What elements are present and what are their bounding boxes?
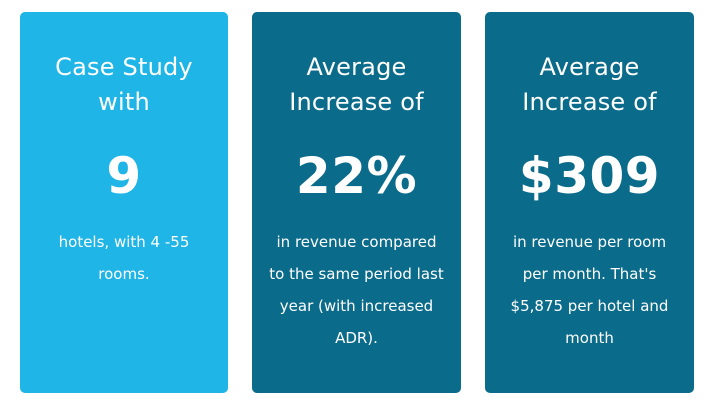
- description-line: $5,875 per hotel and: [510, 297, 669, 315]
- stat-card-revenue-per-room: Average Increase of $309 in revenue per …: [485, 12, 694, 393]
- description-line: to the same period last: [269, 265, 444, 283]
- description-line: hotels, with 4 -55: [58, 233, 190, 251]
- stat-card-value: 22%: [295, 147, 418, 205]
- description-line: year (with increased: [279, 297, 434, 315]
- stat-card-value: 9: [106, 147, 142, 205]
- stat-card-heading: Average Increase of: [485, 50, 694, 120]
- heading-line: Increase of: [522, 88, 657, 116]
- description-line: per month. That's: [522, 265, 657, 283]
- stat-card-description: in revenue compared to the same period l…: [252, 226, 461, 354]
- heading-line: Case Study: [55, 53, 193, 81]
- heading-line: Increase of: [289, 88, 424, 116]
- stat-card-heading: Average Increase of: [252, 50, 461, 120]
- stat-card-revenue-increase: Average Increase of 22% in revenue compa…: [252, 12, 461, 393]
- stat-card-heading: Case Study with: [20, 50, 228, 120]
- description-line: rooms.: [98, 265, 150, 283]
- description-line: in revenue compared: [276, 233, 437, 251]
- description-line: month: [565, 329, 614, 347]
- description-line: in revenue per room: [512, 233, 667, 251]
- stat-card-value: $309: [518, 147, 661, 205]
- heading-line: Average: [306, 53, 407, 81]
- description-line: ADR).: [335, 329, 378, 347]
- stat-card-case-study: Case Study with 9 hotels, with 4 -55 roo…: [20, 12, 228, 393]
- stat-card-description: hotels, with 4 -55 rooms.: [20, 226, 228, 290]
- stat-card-description: in revenue per room per month. That's $5…: [485, 226, 694, 354]
- heading-line: with: [98, 88, 150, 116]
- heading-line: Average: [539, 53, 640, 81]
